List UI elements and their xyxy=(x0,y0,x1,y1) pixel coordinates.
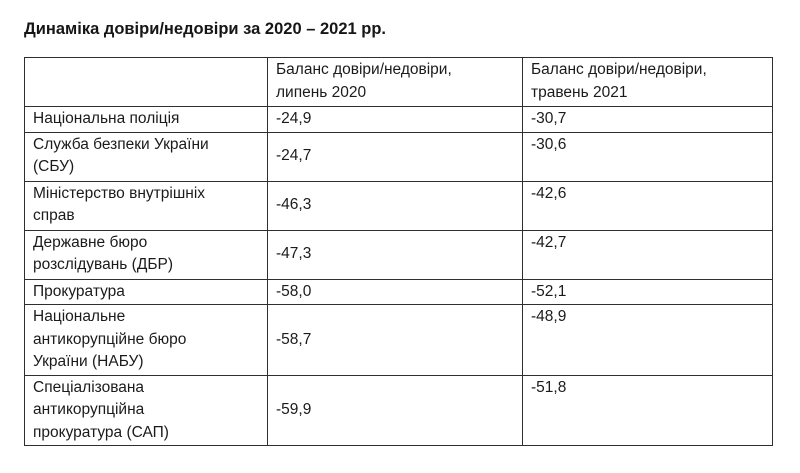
value-may-2021: -51,8 xyxy=(522,374,773,446)
value-jul-2020: -24,9 xyxy=(267,106,523,133)
value-jul-2020: -24,7 xyxy=(267,131,523,182)
table-header-row: Баланс довіри/недовіри, липень 2020 Бала… xyxy=(24,57,773,107)
value-jul-2020: -58,0 xyxy=(267,278,523,305)
table-row-national-police: Національна поліція -24,9 -30,7 xyxy=(24,106,773,133)
institution-label: Спеціалізована антикорупційна прокуратур… xyxy=(24,374,268,446)
table-row-nabu: Національне антикорупційне бюро України … xyxy=(24,304,773,376)
institution-label: Державне бюро розслідувань (ДБР) xyxy=(24,229,268,280)
table-row-sap: Спеціалізована антикорупційна прокуратур… xyxy=(24,374,773,446)
institution-label: Прокуратура xyxy=(24,278,268,305)
value-may-2021: -48,9 xyxy=(522,304,773,376)
institution-label: Національна поліція xyxy=(24,106,268,133)
table-row-interior-ministry: Міністерство внутрішніх справ -46,3 -42,… xyxy=(24,180,773,231)
value-jul-2020: -59,9 xyxy=(267,374,523,446)
header-balance-may-2021: Баланс довіри/недовіри, травень 2021 xyxy=(522,57,773,107)
value-jul-2020: -58,7 xyxy=(267,304,523,376)
institution-label: Міністерство внутрішніх справ xyxy=(24,180,268,231)
value-jul-2020: -46,3 xyxy=(267,180,523,231)
table-row-dbr: Державне бюро розслідувань (ДБР) -47,3 -… xyxy=(24,229,773,280)
trust-balance-table: Баланс довіри/недовіри, липень 2020 Бала… xyxy=(24,57,773,446)
table-row-sbu: Служба безпеки України (СБУ) -24,7 -30,6 xyxy=(24,131,773,182)
institution-label: Національне антикорупційне бюро України … xyxy=(24,304,268,376)
header-empty-cell xyxy=(24,57,268,107)
value-may-2021: -42,6 xyxy=(522,180,773,231)
institution-label: Служба безпеки України (СБУ) xyxy=(24,131,268,182)
table-row-prosecutors-office: Прокуратура -58,0 -52,1 xyxy=(24,278,773,305)
value-may-2021: -30,6 xyxy=(522,131,773,182)
page-title: Динаміка довіри/недовіри за 2020 – 2021 … xyxy=(24,20,386,38)
value-jul-2020: -47,3 xyxy=(267,229,523,280)
header-balance-jul-2020: Баланс довіри/недовіри, липень 2020 xyxy=(267,57,523,107)
value-may-2021: -42,7 xyxy=(522,229,773,280)
value-may-2021: -30,7 xyxy=(522,106,773,133)
value-may-2021: -52,1 xyxy=(522,278,773,305)
